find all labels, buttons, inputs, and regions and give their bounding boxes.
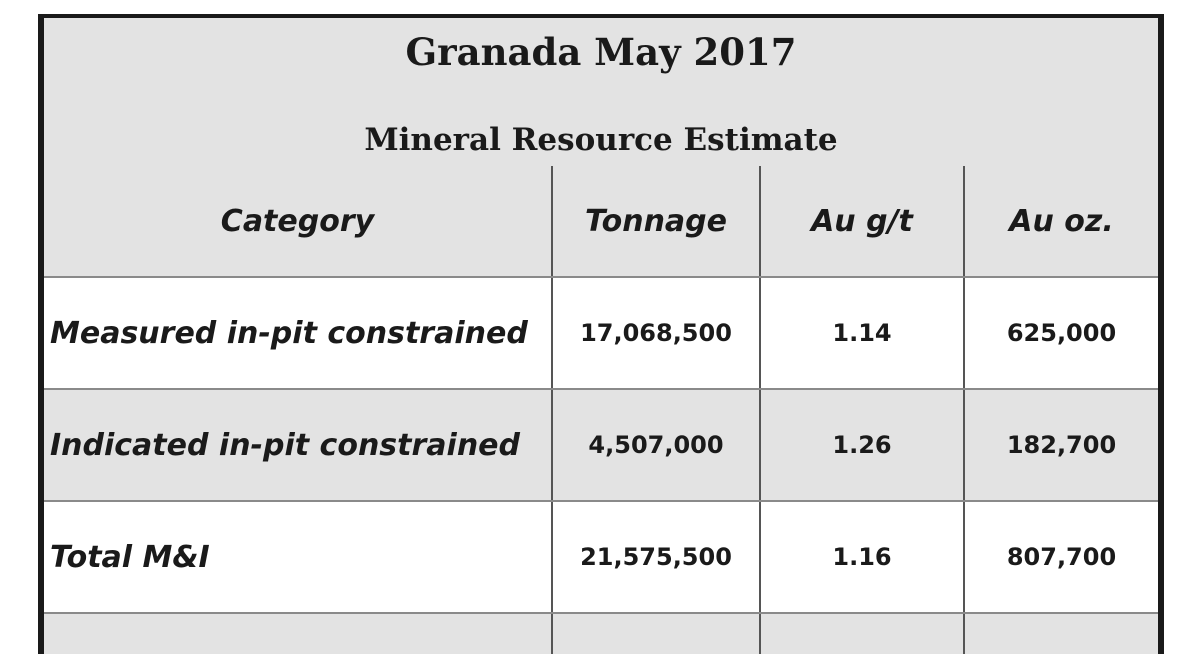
cut-off-cell bbox=[44, 613, 553, 654]
table-subtitle: Mineral Resource Estimate bbox=[364, 122, 838, 158]
table-title: Granada May 2017 bbox=[405, 30, 797, 74]
row-category: Total M&I bbox=[44, 501, 553, 614]
column-header-tonnage: Tonnage bbox=[552, 166, 761, 278]
cut-off-cell bbox=[552, 613, 761, 654]
row-ounces: 807,700 bbox=[964, 501, 1158, 614]
row-category: Indicated in-pit constrained bbox=[44, 389, 553, 502]
table-row: Total M&I 21,575,500 1.16 807,700 bbox=[44, 501, 1158, 614]
table-title-band: Granada May 2017 Mineral Resource Estima… bbox=[44, 18, 1158, 168]
row-tonnage: 4,507,000 bbox=[552, 389, 761, 502]
row-ounces: 182,700 bbox=[964, 389, 1158, 502]
row-category: Measured in-pit constrained bbox=[44, 277, 553, 390]
cut-off-cell bbox=[964, 613, 1158, 654]
row-tonnage: 21,575,500 bbox=[552, 501, 761, 614]
column-header-grade: Au g/t bbox=[760, 166, 965, 278]
row-grade: 1.14 bbox=[760, 277, 965, 390]
row-grade: 1.16 bbox=[760, 501, 965, 614]
row-grade: 1.26 bbox=[760, 389, 965, 502]
resource-table-frame: Granada May 2017 Mineral Resource Estima… bbox=[38, 14, 1164, 654]
row-ounces: 625,000 bbox=[964, 277, 1158, 390]
cut-off-cell bbox=[760, 613, 965, 654]
column-header-category: Category bbox=[44, 166, 553, 278]
table-row: Indicated in-pit constrained 4,507,000 1… bbox=[44, 389, 1158, 502]
row-tonnage: 17,068,500 bbox=[552, 277, 761, 390]
table-row: Measured in-pit constrained 17,068,500 1… bbox=[44, 277, 1158, 390]
mineral-resource-table: Category Tonnage Au g/t Au oz. Measured … bbox=[44, 166, 1158, 654]
table-row-cut-off bbox=[44, 613, 1158, 654]
column-header-ounces: Au oz. bbox=[964, 166, 1158, 278]
header-row: Category Tonnage Au g/t Au oz. bbox=[44, 166, 1158, 278]
